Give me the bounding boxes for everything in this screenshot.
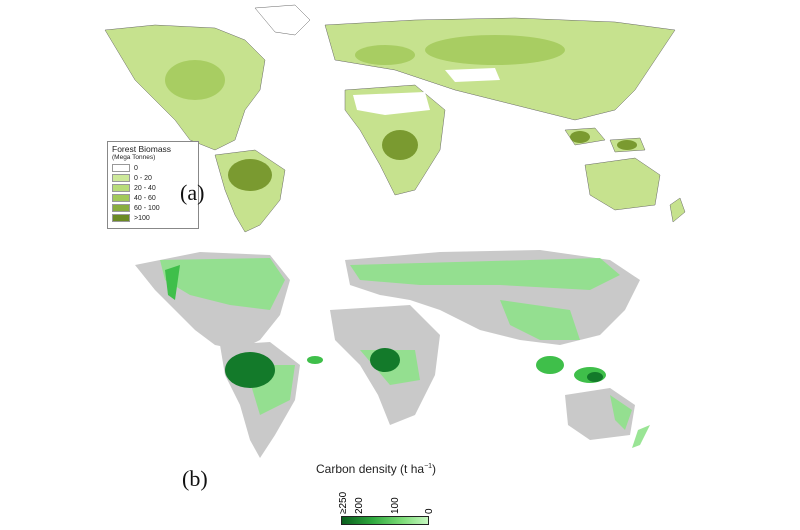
legend-row: 40 - 60 bbox=[112, 193, 194, 203]
biomass-legend: Forest Biomass (Mega Tonnes) 0 0 - 20 20… bbox=[107, 141, 199, 229]
carbon-density-colorbar bbox=[341, 516, 429, 525]
colorbar-title-end: ) bbox=[432, 462, 437, 476]
legend-swatch bbox=[112, 214, 130, 222]
panel-b-label: (b) bbox=[182, 466, 208, 491]
legend-swatch bbox=[112, 204, 130, 212]
legend-swatch bbox=[112, 174, 130, 182]
colorbar-tick: 0 bbox=[424, 508, 435, 514]
panel-a-label: (a) bbox=[180, 180, 205, 205]
legend-label: 40 - 60 bbox=[134, 194, 156, 202]
legend-row: 60 - 100 bbox=[112, 203, 194, 213]
legend-label: 0 bbox=[134, 164, 138, 172]
colorbar-title-sup: −1 bbox=[424, 463, 433, 470]
colorbar-tick: 100 bbox=[390, 497, 401, 514]
legend-label: 0 - 20 bbox=[134, 174, 152, 182]
legend-subtitle: (Mega Tonnes) bbox=[112, 154, 156, 161]
forest-biomass-map bbox=[104, 4, 686, 233]
colorbar-title: Carbon density (t ha−1) bbox=[316, 462, 436, 476]
legend-row: 0 - 20 bbox=[112, 173, 194, 183]
legend-row: 0 bbox=[112, 163, 194, 173]
colorbar-ticks: ≥250 200 100 0 bbox=[336, 490, 436, 514]
legend-label: 20 - 40 bbox=[134, 184, 156, 192]
legend-title: Forest Biomass bbox=[112, 144, 172, 154]
colorbar-tick: 200 bbox=[354, 497, 365, 514]
legend-label: >100 bbox=[134, 214, 150, 222]
legend-row: 20 - 40 bbox=[112, 183, 194, 193]
legend-swatch bbox=[112, 194, 130, 202]
colorbar-tick: ≥250 bbox=[338, 491, 349, 514]
legend-swatch bbox=[112, 164, 130, 172]
colorbar-title-text: Carbon density (t ha bbox=[316, 462, 425, 476]
legend-row: >100 bbox=[112, 213, 194, 223]
carbon-density-map bbox=[135, 250, 650, 458]
legend-label: 60 - 100 bbox=[134, 204, 160, 212]
legend-swatch bbox=[112, 184, 130, 192]
